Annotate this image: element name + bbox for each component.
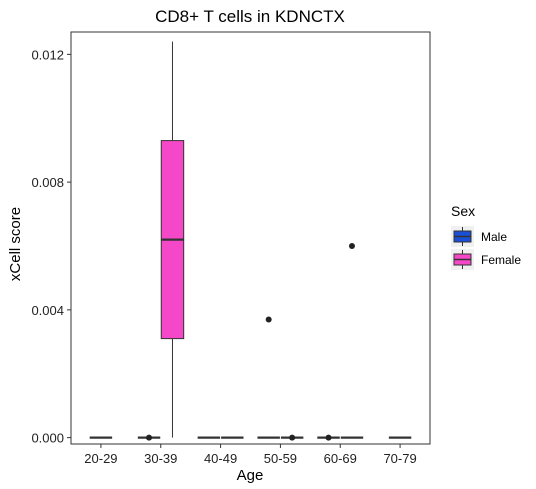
- legend-entry-label: Male: [481, 230, 507, 244]
- legend-key-female: Female: [451, 249, 521, 270]
- y-axis: 0.000 0.004 0.008 0.012: [31, 47, 71, 446]
- box-female-50-59: [280, 434, 304, 441]
- box-outlier: [146, 434, 153, 441]
- boxes: [89, 41, 412, 441]
- y-tick-label: 0.012: [31, 47, 64, 62]
- box-male-60-69: [317, 434, 340, 441]
- y-tick-label: 0.000: [31, 431, 64, 446]
- box-outlier: [348, 242, 355, 249]
- box-outlier: [289, 434, 296, 441]
- legend: Sex Male Female: [451, 203, 521, 270]
- x-tick-label: 50-59: [264, 451, 297, 466]
- x-tick-label: 60-69: [324, 451, 357, 466]
- plot-panel-border: [70, 31, 431, 445]
- box-male-30-39: [137, 434, 161, 441]
- box-outlier: [325, 434, 332, 441]
- x-tick-label: 70-79: [383, 451, 416, 466]
- y-axis-label: xCell score: [7, 207, 24, 281]
- chart-title: CD8+ T cells in KDNCTX: [155, 7, 345, 26]
- legend-title: Sex: [451, 203, 475, 219]
- box-female-60-69: [340, 242, 364, 439]
- plot-area: [70, 31, 431, 445]
- x-axis: 20-29 30-39 40-49 50-59 60-69 70-79: [84, 444, 417, 466]
- x-tick-label: 40-49: [204, 451, 237, 466]
- box-outlier: [265, 316, 272, 323]
- legend-keys: Male Female: [451, 226, 521, 270]
- x-axis-label: Age: [237, 467, 264, 484]
- box-male-50-59: [257, 316, 280, 439]
- y-tick-label: 0.008: [31, 175, 64, 190]
- y-tick-label: 0.004: [31, 303, 64, 318]
- x-tick-label: 30-39: [144, 451, 177, 466]
- box-female-30-39: [160, 41, 185, 438]
- legend-key-male: Male: [451, 226, 507, 247]
- legend-entry-label: Female: [481, 253, 521, 267]
- x-tick-label: 20-29: [84, 451, 117, 466]
